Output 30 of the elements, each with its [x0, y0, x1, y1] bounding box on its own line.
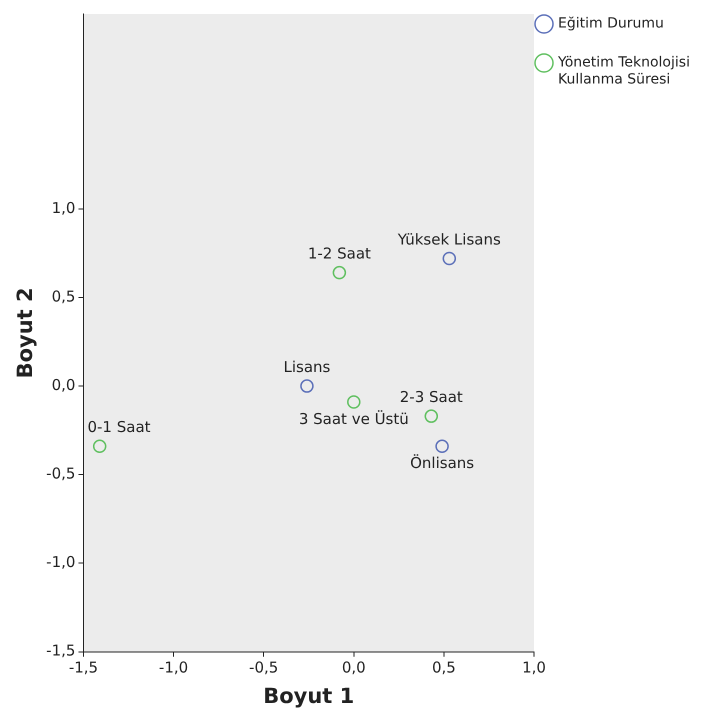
annotation: Lisans — [284, 358, 331, 376]
x-tick-label: -0,5 — [249, 658, 278, 677]
y-tick-label: -0,5 — [46, 464, 76, 483]
legend-label: Eğitim Durumu — [558, 16, 664, 32]
annotation: 0-1 Saat — [87, 418, 151, 436]
point — [347, 395, 361, 409]
x-tick-label: -1,5 — [68, 658, 98, 677]
annotation: Yüksek Lisans — [396, 230, 501, 248]
annotation: Önlisans — [410, 454, 474, 472]
y-tick-label: 0,0 — [52, 376, 76, 394]
annotation: 1-2 Saat — [308, 244, 372, 263]
x-axis-title: Boyut 1 — [263, 684, 354, 708]
x-tick-label: 0,5 — [432, 658, 456, 677]
x-tick-label: 1,0 — [522, 658, 546, 677]
y-axis-title: Boyut 2 — [13, 287, 38, 378]
point — [92, 440, 106, 454]
x-tick-label: -1,0 — [158, 658, 188, 677]
point — [435, 440, 449, 454]
point — [442, 252, 456, 266]
y-tick-label: -1,5 — [46, 642, 76, 660]
annotation: 3 Saat ve Üstü — [298, 410, 409, 428]
point — [424, 409, 438, 423]
y-tick-label: -1,0 — [46, 553, 76, 572]
legend-label: Yönetim Teknolojisi Kullanma Süresi — [557, 54, 690, 88]
x-tick-label: 0,0 — [342, 658, 366, 677]
point — [300, 379, 314, 393]
annotation: 2-3 Saat — [400, 388, 463, 406]
point — [332, 266, 346, 280]
y-tick-label: 0,5 — [52, 287, 76, 306]
y-tick-label: 1,0 — [52, 198, 76, 217]
